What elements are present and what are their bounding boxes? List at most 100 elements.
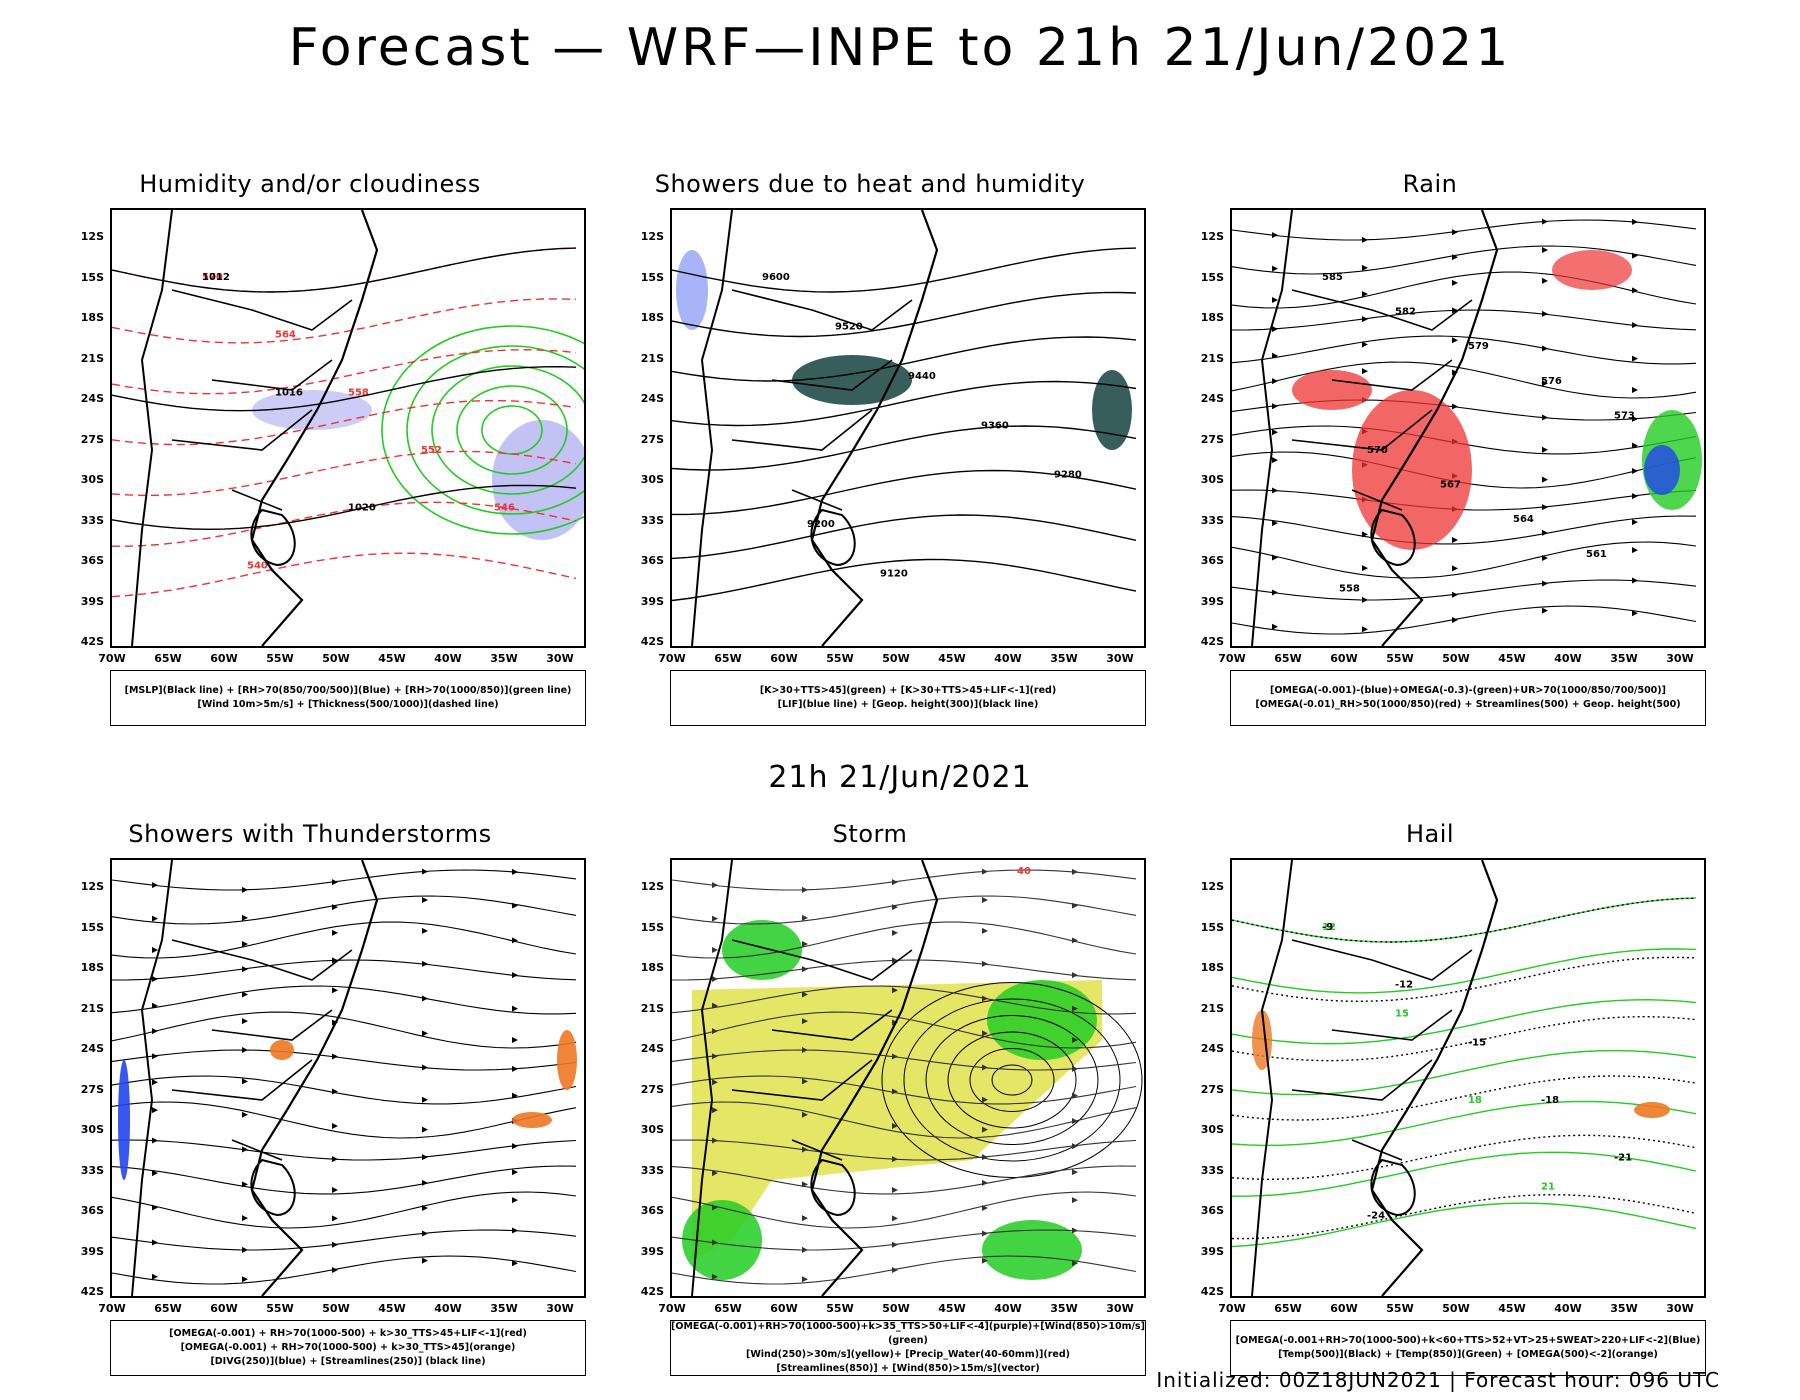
streamline bbox=[672, 921, 1137, 959]
flow-arrow-icon bbox=[712, 1239, 718, 1246]
latitude-label: 33S bbox=[640, 513, 664, 527]
latitude-label: 18S bbox=[80, 961, 104, 974]
flow-arrow-icon bbox=[332, 1266, 338, 1273]
latitude-label: 27S bbox=[640, 432, 664, 446]
flow-arrow-icon bbox=[152, 1239, 158, 1246]
flow-arrow-icon bbox=[242, 966, 248, 973]
divergence-blue bbox=[118, 1060, 130, 1180]
flow-arrow-icon bbox=[802, 991, 808, 998]
latitude-label: 18S bbox=[80, 311, 104, 324]
flow-arrow-icon bbox=[512, 1005, 518, 1012]
flow-arrow-icon bbox=[1452, 307, 1458, 314]
flow-arrow-icon bbox=[422, 897, 428, 904]
latitude-label: 30S bbox=[80, 1123, 104, 1136]
streamline-cyclone bbox=[903, 998, 1121, 1162]
page-title: Forecast — WRF—INPE to 21h 21/Jun/2021 bbox=[288, 18, 1512, 78]
contour-line bbox=[1232, 1015, 1697, 1062]
contour-line bbox=[1232, 1100, 1697, 1147]
longitude-label: 40W bbox=[434, 652, 462, 665]
flow-arrow-icon bbox=[892, 929, 898, 936]
longitude-label: 60W bbox=[770, 652, 798, 665]
streamline bbox=[1232, 579, 1697, 601]
flow-arrow-icon bbox=[1632, 577, 1638, 584]
rh-green-line bbox=[431, 365, 584, 495]
map-canvas: 9600 9520 9440 9360 9280 9200 9120 bbox=[672, 210, 1137, 646]
flow-arrow-icon bbox=[152, 1079, 158, 1086]
flow-arrow-icon bbox=[1362, 596, 1368, 603]
latitude-label: 36S bbox=[640, 1204, 664, 1217]
streamline bbox=[112, 921, 577, 959]
contour-line bbox=[1232, 1193, 1697, 1240]
flow-arrow-icon bbox=[1632, 519, 1638, 526]
contour-label: -12 bbox=[1395, 980, 1413, 991]
contour-line bbox=[1232, 897, 1697, 943]
longitude-label: 60W bbox=[210, 1302, 238, 1315]
coastline bbox=[1370, 210, 1499, 646]
latitude-label: 33S bbox=[1200, 1163, 1224, 1177]
longitude-label: 65W bbox=[154, 1302, 182, 1315]
longitude-label: 70W bbox=[1218, 652, 1246, 665]
flow-arrow-icon bbox=[1072, 1065, 1078, 1072]
streamline bbox=[112, 1229, 577, 1251]
latitude-label: 24S bbox=[1200, 1042, 1224, 1055]
longitude-label: 35W bbox=[490, 652, 518, 665]
legend-box: [OMEGA(-0.001)-(blue)+OMEGA(-0.3)-(green… bbox=[1230, 670, 1706, 726]
contour-line bbox=[1232, 998, 1697, 1045]
uruguay-border bbox=[810, 508, 856, 567]
flow-arrow-icon bbox=[712, 1053, 718, 1060]
andes-border bbox=[1251, 860, 1293, 1296]
streamline bbox=[672, 959, 1137, 981]
thunder-orange-area bbox=[270, 1040, 294, 1060]
longitude-label: 70W bbox=[658, 1302, 686, 1315]
map-canvas: 40 bbox=[672, 860, 1143, 1296]
contour-label: 40 bbox=[1017, 866, 1031, 877]
legend-box: [MSLP](Black line) + [RH>70(850/700/500)… bbox=[110, 670, 586, 726]
flow-arrow-icon bbox=[802, 1018, 808, 1025]
longitude-label: 60W bbox=[210, 652, 238, 665]
flow-arrow-icon bbox=[892, 1088, 898, 1095]
wind850-green-area bbox=[987, 980, 1097, 1060]
contour-line bbox=[672, 425, 1137, 471]
streamline-cyclone bbox=[881, 982, 1143, 1178]
longitude-label: 30W bbox=[1666, 1302, 1694, 1315]
flow-arrow-icon bbox=[1272, 520, 1278, 527]
longitude-label: 35W bbox=[1050, 652, 1078, 665]
longitude-label: 50W bbox=[882, 652, 910, 665]
longitude-label: 70W bbox=[98, 1302, 126, 1315]
kindex-area bbox=[1092, 370, 1132, 450]
contour-label: 573 bbox=[1614, 410, 1635, 421]
flow-arrow-icon bbox=[152, 1273, 158, 1280]
contour-label: 561 bbox=[1586, 549, 1607, 560]
rh-cloud-blue bbox=[492, 420, 584, 540]
streamline bbox=[112, 895, 577, 925]
longitude-label: 45W bbox=[1498, 1302, 1526, 1315]
streamline bbox=[112, 1101, 577, 1139]
flow-arrow-icon bbox=[152, 1028, 158, 1035]
flow-arrow-icon bbox=[332, 1156, 338, 1163]
flow-arrow-icon bbox=[982, 995, 988, 1002]
rh-green-line bbox=[406, 345, 584, 515]
flow-arrow-icon bbox=[422, 1126, 428, 1133]
latitude-label: 15S bbox=[640, 920, 664, 934]
flow-arrow-icon bbox=[712, 1137, 718, 1144]
state-borders bbox=[731, 939, 913, 1161]
latitude-label: 30S bbox=[1200, 473, 1224, 486]
legend-line: [OMEGA(-0.001)+RH>70(1000-500)+k>35_TTS>… bbox=[671, 1321, 1145, 1346]
flow-arrow-icon bbox=[1542, 345, 1548, 352]
flow-arrow-icon bbox=[1272, 232, 1278, 239]
latitude-label: 24S bbox=[640, 1042, 664, 1055]
latitude-label: 30S bbox=[640, 1123, 664, 1136]
flow-arrow-icon bbox=[1072, 902, 1078, 909]
panel-title: Storm bbox=[832, 820, 908, 848]
contour-label: 585 bbox=[1322, 272, 1343, 283]
rh-green-line bbox=[456, 385, 568, 475]
flow-arrow-icon bbox=[712, 1002, 718, 1009]
streamline bbox=[672, 1165, 1137, 1195]
legend-line: [OMEGA(-0.01)_RH>50(1000/850)(red) + Str… bbox=[1255, 699, 1681, 710]
flow-arrow-icon bbox=[332, 1241, 338, 1248]
flow-arrow-icon bbox=[1452, 616, 1458, 623]
flow-arrow-icon bbox=[1272, 589, 1278, 596]
flow-arrow-icon bbox=[422, 1064, 428, 1071]
flow-arrow-icon bbox=[1542, 476, 1548, 483]
streamline bbox=[1232, 219, 1697, 241]
